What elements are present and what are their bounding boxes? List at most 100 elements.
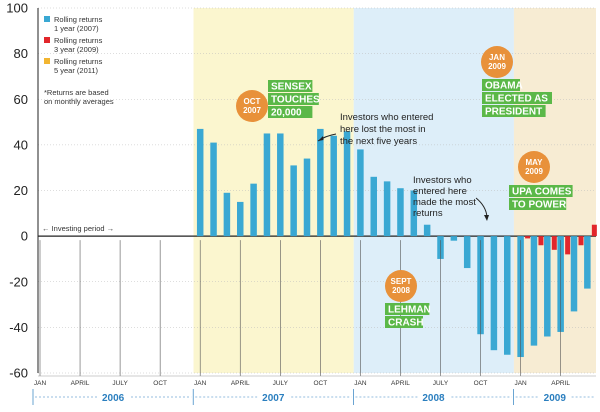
legend-note: on monthly averages <box>44 97 114 106</box>
gain-note: returns <box>413 208 443 219</box>
event-date-text: MAY <box>525 158 543 167</box>
event-headline-block <box>268 93 319 105</box>
event-date-text: 2007 <box>243 106 261 115</box>
event-headline-text: PRESIDENT <box>485 107 542 118</box>
gain-note: Investors who <box>413 175 472 186</box>
loss-note: Investors who entered <box>340 112 433 123</box>
annotations: ← Investing period → Investors who entere… <box>42 46 573 329</box>
legend-note: *Returns are based <box>44 88 109 97</box>
bar-1yr <box>290 165 297 237</box>
month-tick-label: APRIL <box>391 380 410 387</box>
y-tick-label: 100 <box>6 1 28 16</box>
bar-3yr <box>578 236 584 246</box>
event-date-text: 2009 <box>488 62 506 71</box>
bar-3yr <box>591 224 597 237</box>
bar-1yr <box>504 236 511 355</box>
x-axis: JAN APRIL JULY OCT JAN APRIL JULY OCT JAN APRIL JU… <box>32 240 596 405</box>
arrowhead <box>318 136 324 141</box>
year-label: 2009 <box>544 393 567 404</box>
bar-1yr <box>210 142 217 237</box>
bar-1yr <box>303 158 311 237</box>
legend-label: Rolling returns <box>54 36 103 45</box>
y-axis: 100 80 60 40 20 0 -20 -40 -60 <box>6 1 39 381</box>
event-headline-block <box>268 106 313 118</box>
event-headline-block <box>385 316 423 328</box>
y-tick-label: -60 <box>9 366 28 381</box>
event-headline-text: TOUCHES <box>271 95 320 106</box>
gain-note: made the most <box>413 197 476 208</box>
bar-1yr <box>196 128 204 237</box>
y-tick-label: -20 <box>9 274 28 289</box>
legend-label: Rolling returns <box>54 15 103 24</box>
gain-note: entered here <box>413 186 467 197</box>
month-tick-label: JAN <box>354 380 367 387</box>
bar-1yr <box>250 183 257 237</box>
bar-1yr <box>330 135 337 237</box>
bar-1yr <box>450 236 458 241</box>
legend-swatch <box>44 37 50 43</box>
bar-3yr <box>565 236 571 255</box>
bar-1yr <box>423 224 431 237</box>
bar-1yr <box>277 133 284 237</box>
month-tick-label: OCT <box>153 380 167 387</box>
legend-label: 1 year (2007) <box>54 24 99 33</box>
year-label: 2007 <box>262 393 285 404</box>
bar-1yr <box>397 188 404 237</box>
event-headline-text: 20,000 <box>271 108 302 119</box>
bar-1yr <box>317 128 324 237</box>
event-headline-text: LEHMAN <box>388 305 431 316</box>
event-headline-block <box>482 105 546 117</box>
event-headline-text: ELECTED AS <box>485 94 548 105</box>
event-headline-text: OBAMA <box>485 81 523 92</box>
bar-1yr <box>237 201 244 237</box>
y-tick-label: -40 <box>9 320 28 335</box>
month-tick-label: OCT <box>313 380 327 387</box>
month-tick-label: OCT <box>474 380 488 387</box>
legend-label: Rolling returns <box>54 57 103 66</box>
event-date-badge <box>481 46 513 78</box>
bar-1yr <box>357 149 364 237</box>
event-date-text: OCT <box>244 97 261 106</box>
event-date-badge <box>518 151 550 183</box>
y-tick-label: 20 <box>14 183 28 198</box>
month-tick-label: APRIL <box>71 380 90 387</box>
month-tick-label: JAN <box>514 380 527 387</box>
bar-1yr <box>570 236 578 312</box>
event-headline-text: TO POWER <box>512 200 567 211</box>
event-date-badge <box>236 90 268 122</box>
band-2007 <box>193 8 354 373</box>
year-label-bg <box>257 390 290 403</box>
legend-label: 5 year (2011) <box>54 66 99 75</box>
investing-period-label: ← Investing period → <box>42 224 114 233</box>
year-label-bg <box>417 390 450 403</box>
bar-1yr <box>370 176 377 237</box>
month-tick-label: JAN <box>34 380 47 387</box>
month-tick-label: JULY <box>273 380 289 387</box>
year-label-bg <box>97 390 130 403</box>
loss-note: here lost the most in <box>340 124 426 135</box>
month-tick-label: JAN <box>194 380 207 387</box>
month-tick-label: JULY <box>112 380 128 387</box>
month-tick-label: APRIL <box>231 380 250 387</box>
event-headline-block <box>482 79 520 91</box>
bar-3yr <box>538 236 544 246</box>
y-gridlines <box>38 7 596 374</box>
event-headline-text: CRASH <box>388 318 424 329</box>
bar-1yr <box>530 236 538 346</box>
event-headline-block <box>385 303 430 315</box>
y-tick-label: 60 <box>14 92 28 107</box>
loss-note: the next five years <box>340 136 417 147</box>
y-tick-label: 40 <box>14 137 28 152</box>
legend-swatch <box>44 58 50 64</box>
year-label: 2008 <box>422 393 445 404</box>
event-date-text: SEPT <box>391 277 412 286</box>
event-headline-text: SENSEX <box>271 82 312 93</box>
legend-swatch <box>44 16 50 22</box>
event-date-text: JAN <box>489 53 505 62</box>
legend-label: 3 year (2009) <box>54 45 99 54</box>
event-headline-block <box>509 198 567 210</box>
arrowhead <box>484 215 489 221</box>
event-date-text: 2008 <box>392 286 410 295</box>
bar-1yr <box>544 236 551 337</box>
